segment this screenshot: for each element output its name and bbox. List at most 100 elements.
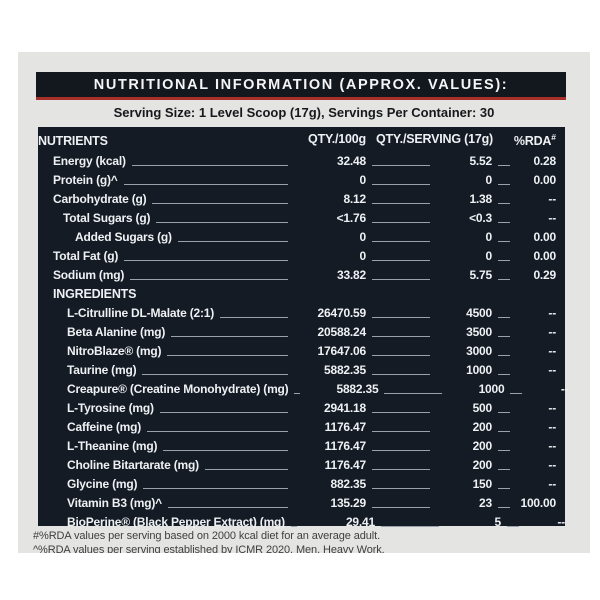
rda-value: -- <box>548 324 556 339</box>
rda-value: -- <box>548 476 556 491</box>
leader-line <box>510 388 523 394</box>
rda-value: -- <box>548 210 556 225</box>
rda-value: -- <box>560 381 569 396</box>
table-row: Glycine (mg) 882.35 150 -- <box>38 474 556 493</box>
qty-serving-value: 4500 <box>466 305 492 320</box>
leader-line <box>372 255 430 261</box>
leader-line <box>506 521 519 527</box>
qty-serving-value: 23 <box>479 495 492 510</box>
qty-serving-value: 150 <box>472 476 493 491</box>
leader-line <box>372 445 430 451</box>
leader-line <box>498 426 510 432</box>
leader-line <box>372 179 430 185</box>
col-header-qty-serving: QTY./SERVING (17g) <box>375 132 493 146</box>
qty-100g-value: 0 <box>359 172 367 187</box>
leader-line <box>143 483 288 489</box>
rda-value: -- <box>548 457 556 472</box>
nutrition-label: NUTRITIONAL INFORMATION (APPROX. VALUES)… <box>18 52 590 553</box>
leader-line <box>498 464 510 470</box>
qty-100g-value: 29.41 <box>345 514 375 529</box>
qty-100g-value: 5882.35 <box>336 381 379 396</box>
qty-serving-value: 1000 <box>466 362 492 377</box>
leader-line <box>142 369 288 375</box>
table-row: Protein (g)^ 0 0 0.00 <box>38 170 556 189</box>
row-label: Glycine (mg) <box>67 476 138 491</box>
qty-100g-value: 0 <box>359 248 367 263</box>
table-row: Energy (kcal) 32.48 5.52 0.28 <box>38 151 556 170</box>
qty-serving-value: 3000 <box>466 343 492 358</box>
leader-line <box>380 521 439 527</box>
leader-line <box>498 255 510 261</box>
row-label: L-Tyrosine (mg) <box>67 400 154 415</box>
rda-value: -- <box>548 191 556 206</box>
leader-line <box>220 312 288 318</box>
table-row: L-Theanine (mg) 1176.47 200 -- <box>38 436 556 455</box>
leader-line <box>372 426 430 432</box>
row-label: Total Fat (g) <box>53 248 119 263</box>
table-row: L-Tyrosine (mg) 2941.18 500 -- <box>38 398 556 417</box>
table-row: Creapure® (Creatine Monohydrate) (mg) 588… <box>38 379 569 398</box>
qty-100g-value: 32.48 <box>336 153 366 168</box>
leader-line <box>177 236 288 242</box>
table-row: Beta Alanine (mg) 20588.24 3500 -- <box>38 322 556 341</box>
qty-100g-value: 8.12 <box>343 191 366 206</box>
qty-100g-value: 2941.18 <box>324 400 366 415</box>
leader-line <box>147 426 288 432</box>
leader-line <box>123 179 288 185</box>
leader-line <box>204 464 288 470</box>
row-label: Carbohydrate (g) <box>53 191 147 206</box>
leader-line <box>372 369 430 375</box>
section-heading-row: INGREDIENTS <box>38 284 556 303</box>
rda-value: 0.29 <box>533 267 556 282</box>
row-label: Caffeine (mg) <box>67 419 142 434</box>
table-row: NitroBlaze® (mg) 17647.06 3000 -- <box>38 341 556 360</box>
row-label: Energy (kcal) <box>53 153 126 168</box>
qty-100g-value: 17647.06 <box>317 343 367 358</box>
rda-value: 0.00 <box>533 172 556 187</box>
leader-line <box>163 445 288 451</box>
qty-100g-value: 26470.59 <box>317 305 367 320</box>
leader-line <box>384 388 443 394</box>
leader-line <box>156 217 288 223</box>
rda-value: -- <box>557 514 565 529</box>
row-label: Creapure® (Creatine Monohydrate) (mg) <box>67 381 289 396</box>
qty-100g-value: 33.82 <box>336 267 366 282</box>
table-row: Taurine (mg) 5882.35 1000 -- <box>38 360 556 379</box>
rda-value: -- <box>548 438 556 453</box>
leader-line <box>372 464 430 470</box>
table-row: Choline Bitartarate (mg) 1176.47 200 -- <box>38 455 556 474</box>
leader-line <box>498 483 510 489</box>
qty-serving-value: 500 <box>472 400 493 415</box>
leader-line <box>130 274 288 280</box>
rda-value: 100.00 <box>520 495 556 510</box>
row-label: NitroBlaze® (mg) <box>67 343 162 358</box>
table-row: BioPerine® (Black Pepper Extract) (mg) 29… <box>38 512 565 531</box>
col-header-nutrients: NUTRIENTS <box>38 133 108 148</box>
leader-line <box>498 217 510 223</box>
section-heading: INGREDIENTS <box>53 286 137 301</box>
row-label: L-Citrulline DL-Malate (2:1) <box>67 305 215 320</box>
facts-panel: NUTRIENTS QTY./100g QTY./SERVING (17g) %… <box>38 127 569 529</box>
leader-line <box>372 160 430 166</box>
table-row: Vitamin B3 (mg)^ 135.29 23 100.00 <box>38 493 556 512</box>
qty-100g-value: 882.35 <box>330 476 366 491</box>
leader-line <box>498 502 510 508</box>
leader-line <box>372 483 430 489</box>
qty-serving-value: 1000 <box>478 381 505 396</box>
leader-line <box>498 350 510 356</box>
leader-line <box>498 445 510 451</box>
leader-line <box>290 521 297 527</box>
leader-line <box>498 369 510 375</box>
rda-value: 0.28 <box>533 153 556 168</box>
table-row: Total Fat (g) 0 0 0.00 <box>38 246 556 265</box>
qty-100g-value: 1176.47 <box>324 438 367 453</box>
leader-line <box>124 255 288 261</box>
qty-serving-value: 3500 <box>466 324 492 339</box>
qty-100g-value: <1.76 <box>336 210 367 225</box>
col-header-qty-100g: QTY./100g <box>308 132 366 146</box>
qty-100g-value: 1176.47 <box>324 457 367 472</box>
qty-100g-value: 0 <box>359 229 367 244</box>
rda-value: -- <box>548 362 556 377</box>
row-label: Vitamin B3 (mg)^ <box>67 495 162 510</box>
rda-value: -- <box>548 305 556 320</box>
